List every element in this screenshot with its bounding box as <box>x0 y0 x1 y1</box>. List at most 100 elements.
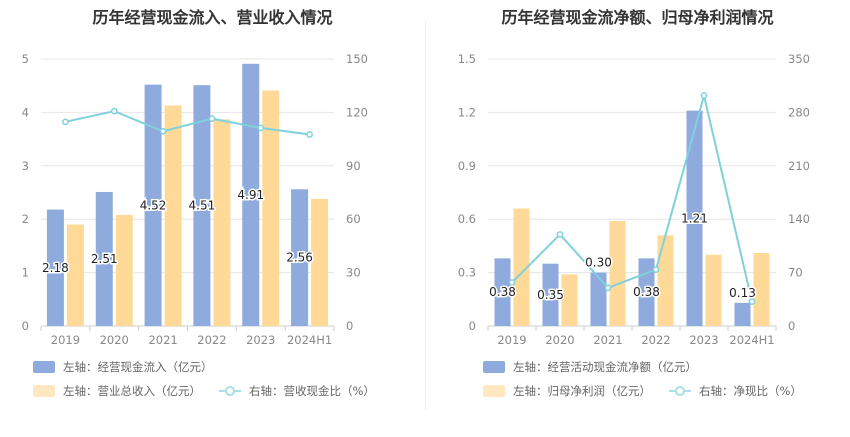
y-right-tick-label: 90 <box>346 159 361 173</box>
ratio-point <box>306 131 313 138</box>
bar-primary <box>494 258 511 326</box>
x-tick-label: 2022 <box>641 333 670 347</box>
legend-label: 左轴：营业总收入（亿元） <box>63 384 201 398</box>
y-left-tick-label: 5 <box>22 52 29 66</box>
bar-primary <box>144 84 162 326</box>
bar-data-label: 0.13 <box>729 286 756 300</box>
bar-secondary <box>657 235 674 326</box>
legend-item-net-cash[interactable]: 左轴：经营活动现金流净额（亿元） <box>483 359 697 375</box>
y-right-tick-label: 280 <box>788 105 810 119</box>
bar-data-label: 0.35 <box>537 288 564 302</box>
ratio-point <box>208 115 216 122</box>
legend-row-1: 左轴：经营现金流入（亿元） <box>33 359 231 375</box>
legend-item-ratio[interactable]: 右轴：营收现金比（%） <box>219 383 375 399</box>
bar-secondary <box>213 119 231 326</box>
bar-primary <box>734 302 751 326</box>
legend-label: 右轴：营收现金比（%） <box>249 384 375 398</box>
legend-swatch-bar <box>483 385 505 397</box>
y-right-tick-label: 350 <box>788 52 810 66</box>
x-tick-label: 2019 <box>51 333 80 347</box>
legend-row-2: 左轴：归母净利润（亿元） 右轴：净现比（%） <box>483 383 820 399</box>
y-right-tick-label: 120 <box>346 105 368 119</box>
bar-data-label: 0.38 <box>633 285 660 299</box>
legend-swatch-bar <box>33 361 55 373</box>
y-left-tick-label: 4 <box>22 105 29 119</box>
y-left-tick-label: 0 <box>469 319 476 333</box>
bar-secondary <box>164 105 182 326</box>
legend-swatch-line <box>669 384 691 398</box>
chart-panel-cash-inflow: 历年经营现金流入、营业收入情况 0 0 1 30 2 60 3 90 4 120 5 150 2019 2… <box>22 8 393 399</box>
bar-secondary <box>609 220 626 326</box>
ratio-point <box>700 92 708 99</box>
bar-primary <box>590 272 607 326</box>
ratio-line <box>511 95 753 302</box>
bar-data-label: 0.30 <box>585 256 612 270</box>
legend-item-revenue[interactable]: 左轴：营业总收入（亿元） <box>33 383 201 399</box>
bar-data-label: 2.56 <box>286 251 313 265</box>
bar-data-label: 4.52 <box>140 198 167 212</box>
chart-panel-net-cash: 历年经营现金流净额、归母净利润情况 0 0 0.3 70 0.6 140 0.9 210 1.2… <box>425 0 850 437</box>
y-left-tick-label: 0.3 <box>458 266 476 280</box>
x-tick-label: 2023 <box>689 333 718 347</box>
ratio-point <box>257 124 265 132</box>
legend-label: 左轴：归母净利润（亿元） <box>513 384 651 398</box>
bar-data-label: 4.91 <box>237 188 264 202</box>
legend-item-net-profit[interactable]: 左轴：归母净利润（亿元） <box>483 383 651 399</box>
ratio-point <box>556 231 564 238</box>
ratio-point <box>748 298 756 305</box>
bar-secondary <box>115 214 133 326</box>
x-tick-label: 2019 <box>497 333 526 347</box>
legend-label: 左轴：经营现金流入（亿元） <box>63 360 213 374</box>
bar-data-label: 2.51 <box>91 252 118 266</box>
x-tick-label: 2021 <box>148 333 177 347</box>
y-left-tick-label: 0.6 <box>458 212 476 226</box>
legend-label: 右轴：净现比（%） <box>699 384 802 398</box>
bar-primary <box>46 209 64 326</box>
legend-row-2: 左轴：营业总收入（亿元） 右轴：营收现金比（%） <box>33 383 393 399</box>
y-right-tick-label: 60 <box>346 212 361 226</box>
bar-primary <box>542 263 559 326</box>
y-left-tick-label: 0.9 <box>458 159 476 173</box>
bar-primary <box>242 63 260 326</box>
legend-item-ratio[interactable]: 右轴：净现比（%） <box>669 383 802 399</box>
y-left-tick-label: 2 <box>22 212 29 226</box>
y-left-tick-label: 1.5 <box>458 52 476 66</box>
y-left-tick-label: 0 <box>22 319 29 333</box>
bar-secondary <box>311 198 329 326</box>
legend-row-1: 左轴：经营活动现金流净额（亿元） <box>483 359 715 375</box>
chart-cash-inflow-revenue: 0 0 1 30 2 60 3 90 4 120 5 150 2019 2020 2021 2022 2023 2… <box>22 52 368 347</box>
chart-title: 历年经营现金流净额、归母净利润情况 <box>501 8 774 27</box>
y-right-tick-label: 30 <box>346 266 361 280</box>
y-left-tick-label: 1.2 <box>458 105 476 119</box>
bar-data-label: 0.38 <box>489 285 516 299</box>
panel-divider <box>425 20 426 410</box>
ratio-point <box>652 266 660 273</box>
bar-primary <box>291 189 309 326</box>
legend-swatch-line <box>219 384 241 398</box>
x-tick-label: 2024H1 <box>287 333 332 347</box>
legend-label: 左轴：经营活动现金流净额（亿元） <box>513 360 697 374</box>
ratio-point <box>159 127 167 135</box>
bar-primary <box>193 85 211 326</box>
y-right-tick-label: 150 <box>346 52 368 66</box>
chart-net-cash-profit: 0 0 0.3 70 0.6 140 0.9 210 1.2 280 1.5 350 2019 2020 2… <box>458 52 810 347</box>
y-right-tick-label: 0 <box>346 319 353 333</box>
x-tick-label: 2023 <box>246 333 275 347</box>
bar-data-label: 1.21 <box>681 211 708 225</box>
ratio-line <box>65 110 310 136</box>
y-left-tick-label: 1 <box>22 266 29 280</box>
legend-swatch-bar <box>33 385 55 397</box>
x-tick-label: 2022 <box>197 333 226 347</box>
bar-secondary <box>262 90 280 326</box>
chart-title: 历年经营现金流入、营业收入情况 <box>92 8 333 27</box>
legend-item-cash-inflow[interactable]: 左轴：经营现金流入（亿元） <box>33 359 213 375</box>
bar-secondary <box>753 253 770 326</box>
y-right-tick-label: 70 <box>788 266 803 280</box>
x-tick-label: 2020 <box>545 333 574 347</box>
y-right-tick-label: 140 <box>788 212 810 226</box>
bar-primary <box>95 191 113 326</box>
y-right-tick-label: 0 <box>788 319 795 333</box>
ratio-point <box>508 279 516 286</box>
ratio-point <box>604 284 612 292</box>
y-right-tick-label: 210 <box>788 159 810 173</box>
